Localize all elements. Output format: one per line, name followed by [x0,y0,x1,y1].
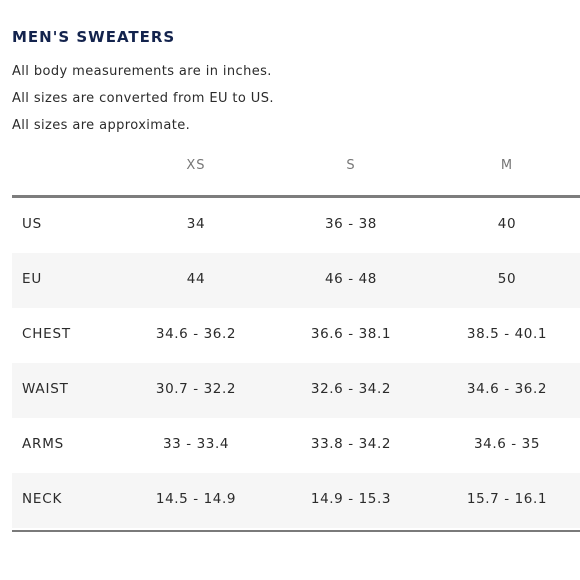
table-top-divider [12,195,580,198]
page-title: MEN'S SWEATERS [12,28,176,46]
note-conversion: All sizes are converted from EU to US. [12,91,274,106]
table-cell: 34.6 - 35 [473,436,541,452]
table-row-neck: NECK 14.5 - 14.9 14.9 - 15.3 15.7 - 16.1 [12,473,580,528]
table-cell: 30.7 - 32.2 [155,381,237,397]
column-header-xs: XS [186,158,206,173]
table-cell: 33.8 - 34.2 [310,436,392,452]
table-row-arms: ARMS 33 - 33.4 33.8 - 34.2 34.6 - 35 [12,418,580,473]
column-header-s: S [346,158,356,173]
table-cell: 50 [497,271,517,287]
table-cell: 33 - 33.4 [162,436,230,452]
row-label: US [22,216,43,232]
column-header-m: M [500,158,514,173]
note-approximate: All sizes are approximate. [12,118,191,133]
row-label: EU [22,271,43,287]
table-cell: 38.5 - 40.1 [466,326,548,342]
row-label: ARMS [22,436,65,452]
table-cell: 15.7 - 16.1 [466,491,548,507]
table-row-chest: CHEST 34.6 - 36.2 36.6 - 38.1 38.5 - 40.… [12,308,580,363]
table-cell: 46 - 48 [324,271,377,287]
table-cell: 34 [186,216,206,232]
table-cell: 34.6 - 36.2 [466,381,548,397]
row-label: NECK [22,491,63,507]
size-table: US 34 36 - 38 40 EU 44 46 - 48 50 CHEST … [12,198,580,528]
table-bottom-divider [12,530,580,532]
row-label: WAIST [22,381,69,397]
table-row-eu: EU 44 46 - 48 50 [12,253,580,308]
table-cell: 32.6 - 34.2 [310,381,392,397]
table-cell: 40 [497,216,517,232]
table-cell: 14.9 - 15.3 [310,491,392,507]
table-cell: 36.6 - 38.1 [310,326,392,342]
table-cell: 44 [186,271,206,287]
table-row-us: US 34 36 - 38 40 [12,198,580,253]
table-cell: 14.5 - 14.9 [155,491,237,507]
row-label: CHEST [22,326,71,342]
note-measurements: All body measurements are in inches. [12,64,272,79]
table-cell: 34.6 - 36.2 [155,326,237,342]
table-row-waist: WAIST 30.7 - 32.2 32.6 - 34.2 34.6 - 36.… [12,363,580,418]
size-header-row: XS S M [12,154,580,194]
table-cell: 36 - 38 [324,216,377,232]
